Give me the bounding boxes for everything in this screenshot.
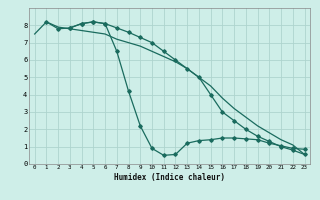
X-axis label: Humidex (Indice chaleur): Humidex (Indice chaleur) [114,173,225,182]
